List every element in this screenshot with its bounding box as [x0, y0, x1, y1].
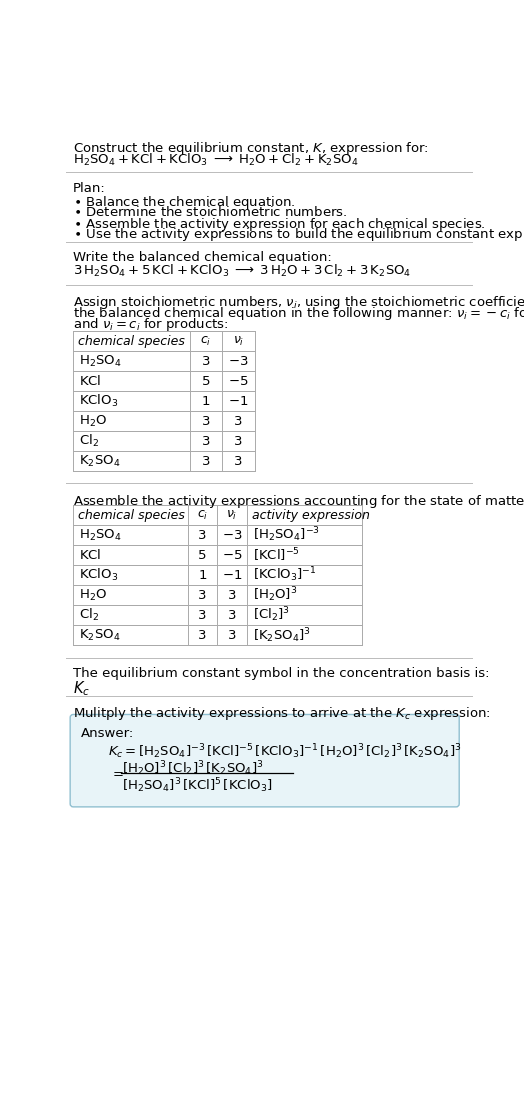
Text: $\mathrm{H_2SO_4}$: $\mathrm{H_2SO_4}$	[80, 353, 122, 368]
Text: $K_c$: $K_c$	[73, 679, 90, 698]
Text: $\mathrm{H_2SO_4}$: $\mathrm{H_2SO_4}$	[80, 527, 122, 543]
Text: Assemble the activity expressions accounting for the state of matter and $\nu_i$: Assemble the activity expressions accoun…	[73, 493, 524, 510]
Text: Mulitply the activity expressions to arrive at the $K_c$ expression:: Mulitply the activity expressions to arr…	[73, 705, 491, 722]
Text: $c_i$: $c_i$	[197, 508, 209, 522]
Text: Construct the equilibrium constant, $K$, expression for:: Construct the equilibrium constant, $K$,…	[73, 140, 429, 157]
Text: 1: 1	[199, 569, 207, 581]
Text: $\mathrm{Cl_2}$: $\mathrm{Cl_2}$	[80, 433, 100, 449]
Text: $\bullet$ Determine the stoichiometric numbers.: $\bullet$ Determine the stoichiometric n…	[73, 205, 348, 218]
Text: The equilibrium constant symbol in the concentration basis is:: The equilibrium constant symbol in the c…	[73, 666, 490, 679]
Text: 3: 3	[234, 435, 243, 448]
Text: 3: 3	[228, 589, 236, 601]
Text: 3: 3	[199, 629, 207, 642]
Text: 1: 1	[202, 395, 210, 408]
FancyBboxPatch shape	[70, 715, 459, 807]
Text: chemical species: chemical species	[78, 508, 185, 522]
Text: $\mathrm{K_2SO_4}$: $\mathrm{K_2SO_4}$	[80, 628, 121, 643]
Text: 3: 3	[202, 435, 210, 448]
Text: $c_i$: $c_i$	[200, 334, 211, 347]
Bar	[73, 331, 255, 471]
Text: $\mathrm{KClO_3}$: $\mathrm{KClO_3}$	[80, 393, 119, 409]
Text: $\bullet$ Assemble the activity expression for each chemical species.: $\bullet$ Assemble the activity expressi…	[73, 215, 486, 233]
Text: 3: 3	[228, 629, 236, 642]
Text: 3: 3	[202, 415, 210, 428]
Text: 3: 3	[199, 528, 207, 542]
Text: $\mathrm{H_2O}$: $\mathrm{H_2O}$	[80, 588, 107, 602]
Text: $\mathrm{H_2SO_4 + KCl + KClO_3 \;\longrightarrow\; H_2O + Cl_2 + K_2SO_4}$: $\mathrm{H_2SO_4 + KCl + KClO_3 \;\longr…	[73, 152, 358, 169]
Text: $\mathrm{KClO_3}$: $\mathrm{KClO_3}$	[80, 567, 119, 583]
Text: 5: 5	[202, 375, 210, 387]
Text: 5: 5	[199, 548, 207, 561]
Text: $\mathrm{H_2O}$: $\mathrm{H_2O}$	[80, 414, 107, 429]
Text: Plan:: Plan:	[73, 182, 106, 194]
Text: $\mathrm{KCl}$: $\mathrm{KCl}$	[80, 374, 102, 388]
Text: Assign stoichiometric numbers, $\nu_i$, using the stoichiometric coefficients, $: Assign stoichiometric numbers, $\nu_i$, …	[73, 295, 524, 311]
Text: $-3$: $-3$	[222, 528, 243, 542]
Bar	[73, 505, 362, 645]
Text: $[\mathrm{H_2SO_4}]^3\,[\mathrm{KCl}]^5\,[\mathrm{KClO_3}]$: $[\mathrm{H_2SO_4}]^3\,[\mathrm{KCl}]^5\…	[122, 777, 272, 795]
Text: 3: 3	[199, 609, 207, 622]
Text: $-1$: $-1$	[222, 569, 242, 581]
Text: and $\nu_i = c_i$ for products:: and $\nu_i = c_i$ for products:	[73, 315, 229, 333]
Text: 3: 3	[199, 589, 207, 601]
Text: activity expression: activity expression	[252, 508, 369, 522]
Text: chemical species: chemical species	[78, 334, 185, 347]
Text: $\bullet$ Use the activity expressions to build the equilibrium constant express: $\bullet$ Use the activity expressions t…	[73, 226, 524, 244]
Text: $\mathrm{3\,H_2SO_4 + 5\,KCl + KClO_3 \;\longrightarrow\; 3\,H_2O + 3\,Cl_2 + 3\: $\mathrm{3\,H_2SO_4 + 5\,KCl + KClO_3 \;…	[73, 264, 411, 279]
Text: $[\mathrm{H_2O}]^3$: $[\mathrm{H_2O}]^3$	[253, 586, 298, 604]
Text: $\mathrm{Cl_2}$: $\mathrm{Cl_2}$	[80, 607, 100, 623]
Text: $-5$: $-5$	[222, 548, 243, 561]
Text: $\mathrm{K_2SO_4}$: $\mathrm{K_2SO_4}$	[80, 453, 121, 469]
Text: $-1$: $-1$	[228, 395, 248, 408]
Text: $[\mathrm{KCl}]^{-5}$: $[\mathrm{KCl}]^{-5}$	[253, 546, 300, 564]
Text: $\mathrm{KCl}$: $\mathrm{KCl}$	[80, 548, 102, 563]
Text: 3: 3	[234, 415, 243, 428]
Text: 3: 3	[234, 454, 243, 468]
Text: 3: 3	[202, 454, 210, 468]
Text: 3: 3	[202, 354, 210, 367]
Text: Write the balanced chemical equation:: Write the balanced chemical equation:	[73, 251, 332, 264]
Text: $K_c = [\mathrm{H_2SO_4}]^{-3}\,[\mathrm{KCl}]^{-5}\,[\mathrm{KClO_3}]^{-1}\,[\m: $K_c = [\mathrm{H_2SO_4}]^{-3}\,[\mathrm…	[108, 742, 462, 761]
Text: $-5$: $-5$	[228, 375, 248, 387]
Text: $[\mathrm{H_2SO_4}]^{-3}$: $[\mathrm{H_2SO_4}]^{-3}$	[253, 526, 320, 545]
Text: $[\mathrm{H_2O}]^3\,[\mathrm{Cl_2}]^3\,[\mathrm{K_2SO_4}]^3$: $[\mathrm{H_2O}]^3\,[\mathrm{Cl_2}]^3\,[…	[122, 759, 264, 778]
Text: $[\mathrm{KClO_3}]^{-1}$: $[\mathrm{KClO_3}]^{-1}$	[253, 566, 316, 585]
Text: Answer:: Answer:	[81, 727, 134, 740]
Text: 3: 3	[228, 609, 236, 622]
Text: $[\mathrm{K_2SO_4}]^3$: $[\mathrm{K_2SO_4}]^3$	[253, 625, 311, 644]
Text: $\nu_i$: $\nu_i$	[226, 508, 238, 522]
Text: $\bullet$ Balance the chemical equation.: $\bullet$ Balance the chemical equation.	[73, 194, 296, 211]
Text: $[\mathrm{Cl_2}]^3$: $[\mathrm{Cl_2}]^3$	[253, 606, 290, 624]
Text: the balanced chemical equation in the following manner: $\nu_i = -c_i$ for react: the balanced chemical equation in the fo…	[73, 304, 524, 322]
Text: $=$: $=$	[110, 767, 124, 780]
Text: $-3$: $-3$	[228, 354, 248, 367]
Text: $\nu_i$: $\nu_i$	[233, 334, 244, 347]
